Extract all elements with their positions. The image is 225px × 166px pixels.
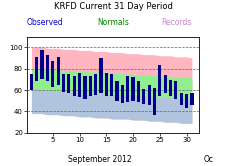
- Bar: [163, 75, 166, 93]
- Text: KRFD Current 31 Day Period: KRFD Current 31 Day Period: [53, 2, 172, 11]
- Bar: [67, 74, 70, 93]
- Bar: [78, 73, 81, 97]
- Bar: [46, 55, 49, 82]
- Bar: [88, 76, 91, 96]
- Text: Normals: Normals: [97, 18, 128, 27]
- Bar: [189, 93, 193, 105]
- Bar: [152, 88, 155, 115]
- Bar: [142, 89, 145, 104]
- Bar: [126, 76, 129, 102]
- Bar: [110, 74, 113, 96]
- Bar: [56, 57, 59, 85]
- Bar: [51, 61, 54, 87]
- Bar: [179, 93, 182, 105]
- Bar: [72, 76, 75, 96]
- Bar: [131, 77, 134, 101]
- Bar: [120, 85, 124, 103]
- Text: Records: Records: [160, 18, 191, 27]
- Bar: [40, 50, 43, 79]
- Text: Observed: Observed: [27, 18, 63, 27]
- Bar: [173, 82, 177, 99]
- Bar: [35, 57, 38, 82]
- Bar: [136, 82, 140, 102]
- Bar: [30, 74, 33, 90]
- Text: September 2012: September 2012: [67, 155, 131, 164]
- Bar: [94, 74, 97, 95]
- Bar: [168, 80, 171, 96]
- Bar: [184, 94, 187, 108]
- Bar: [83, 76, 86, 99]
- Bar: [115, 82, 118, 101]
- Bar: [158, 65, 161, 96]
- Text: Oc: Oc: [202, 155, 212, 164]
- Bar: [99, 58, 102, 93]
- Bar: [62, 74, 65, 92]
- Bar: [104, 73, 108, 96]
- Bar: [147, 85, 150, 105]
